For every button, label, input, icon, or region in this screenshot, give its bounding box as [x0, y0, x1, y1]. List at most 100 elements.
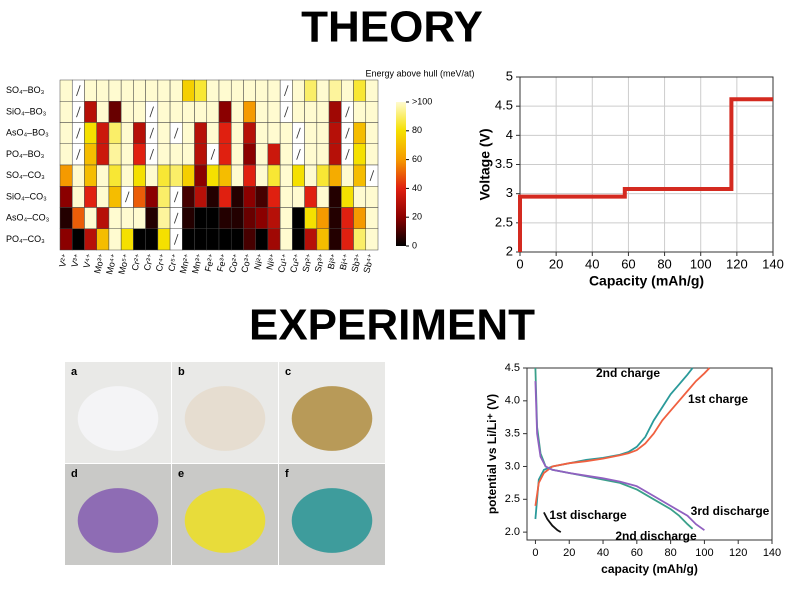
cell: [84, 79, 97, 102]
cell: [230, 101, 244, 123]
cell: [120, 122, 134, 144]
cell: [182, 143, 195, 166]
cell: [108, 228, 122, 251]
empty-slash: [149, 106, 154, 118]
cell: [194, 164, 208, 187]
data-line: [518, 97, 773, 252]
heading: THEORY: [301, 3, 483, 52]
cell: [279, 122, 293, 144]
empty-slash: [149, 127, 154, 139]
colorbar-tick-label: 60: [412, 154, 422, 164]
cell: [292, 164, 305, 187]
photo-label: e: [178, 468, 184, 480]
y-tick-label: 2: [506, 243, 513, 258]
cell: [279, 207, 293, 229]
row-label: AsO₄–BO₃: [6, 128, 49, 138]
y-tick-label: 4: [506, 127, 513, 142]
cell: [182, 228, 195, 251]
cell: [316, 207, 330, 229]
cell: [243, 207, 256, 229]
cell: [328, 79, 342, 102]
empty-slash: [173, 233, 179, 245]
cell: [353, 101, 367, 123]
empty-slash: [149, 148, 154, 160]
x-tick-label: 140: [763, 547, 781, 559]
cell: [304, 122, 318, 144]
cell: [279, 143, 293, 166]
cell: [194, 101, 208, 123]
curve-label: 1st charge: [688, 392, 748, 406]
cell: [304, 143, 318, 166]
cell: [230, 122, 244, 144]
cell: [230, 143, 244, 166]
cell: [194, 143, 208, 166]
colorbar-title: Energy above hull (meV/at): [365, 68, 474, 78]
cell: [243, 143, 256, 166]
cell: [218, 101, 232, 123]
cell: [96, 207, 110, 229]
cell: [206, 228, 220, 251]
cell: [353, 122, 367, 144]
cell: [341, 207, 354, 229]
cell: [243, 101, 256, 123]
column-label: Sn²⁺: [300, 252, 315, 273]
x-tick-label: 60: [631, 547, 643, 559]
empty-slash: [125, 191, 130, 203]
empty-slash: [369, 170, 375, 182]
column-label: Cr³⁺: [142, 252, 156, 271]
cell: [84, 228, 97, 251]
row-label: SO₄–CO₃: [6, 170, 45, 180]
plot-frame: [519, 76, 774, 253]
colorbar-tick-label: 20: [412, 212, 422, 222]
column-label: Sb⁴⁺: [361, 252, 376, 274]
cell: [182, 79, 195, 102]
cell: [316, 186, 330, 208]
column-label: V³⁺: [69, 252, 82, 268]
row-label: SO₄–BO₃: [6, 85, 45, 95]
cell: [255, 207, 269, 229]
powder: [184, 386, 266, 451]
cell: [304, 79, 318, 102]
column-label: V²⁺: [57, 252, 70, 268]
column-label: Cr⁵⁺: [166, 252, 180, 272]
cell: [304, 164, 318, 187]
data-line: [543, 511, 562, 533]
cell: [230, 228, 244, 251]
y-axis-label: potential vs Li/Li⁺ (V): [485, 394, 499, 514]
cell: [365, 207, 379, 229]
cell: [84, 122, 97, 144]
cell: [71, 228, 85, 251]
cell: [84, 164, 97, 187]
cell: [59, 228, 73, 251]
cell: [157, 228, 171, 251]
empty-slash: [210, 148, 216, 160]
data-line: [534, 367, 694, 530]
cell: [365, 101, 379, 123]
empty-slash: [173, 127, 179, 139]
cell: [169, 143, 183, 166]
heading: EXPERIMENT: [249, 301, 535, 350]
cell: [59, 143, 73, 166]
row-label: PO₄–CO₃: [6, 234, 45, 244]
photo-label: b: [178, 366, 185, 378]
cell: [255, 164, 269, 187]
cell: [230, 186, 244, 208]
cell: [353, 186, 367, 208]
x-tick-label: 80: [664, 547, 676, 559]
cell: [120, 164, 134, 187]
curve-label: 1st discharge: [549, 508, 627, 522]
empty-slash: [345, 127, 350, 139]
x-tick-label: 120: [726, 256, 748, 271]
cell: [96, 101, 110, 123]
cell: [194, 122, 208, 144]
powder: [77, 386, 159, 451]
cell: [255, 101, 269, 123]
cell: [120, 79, 134, 102]
cell: [59, 122, 73, 144]
cell: [328, 143, 342, 166]
cell: [182, 164, 195, 187]
powder: [291, 488, 373, 553]
cell: [145, 207, 159, 229]
colorbar-tick-label: >100: [412, 96, 432, 106]
